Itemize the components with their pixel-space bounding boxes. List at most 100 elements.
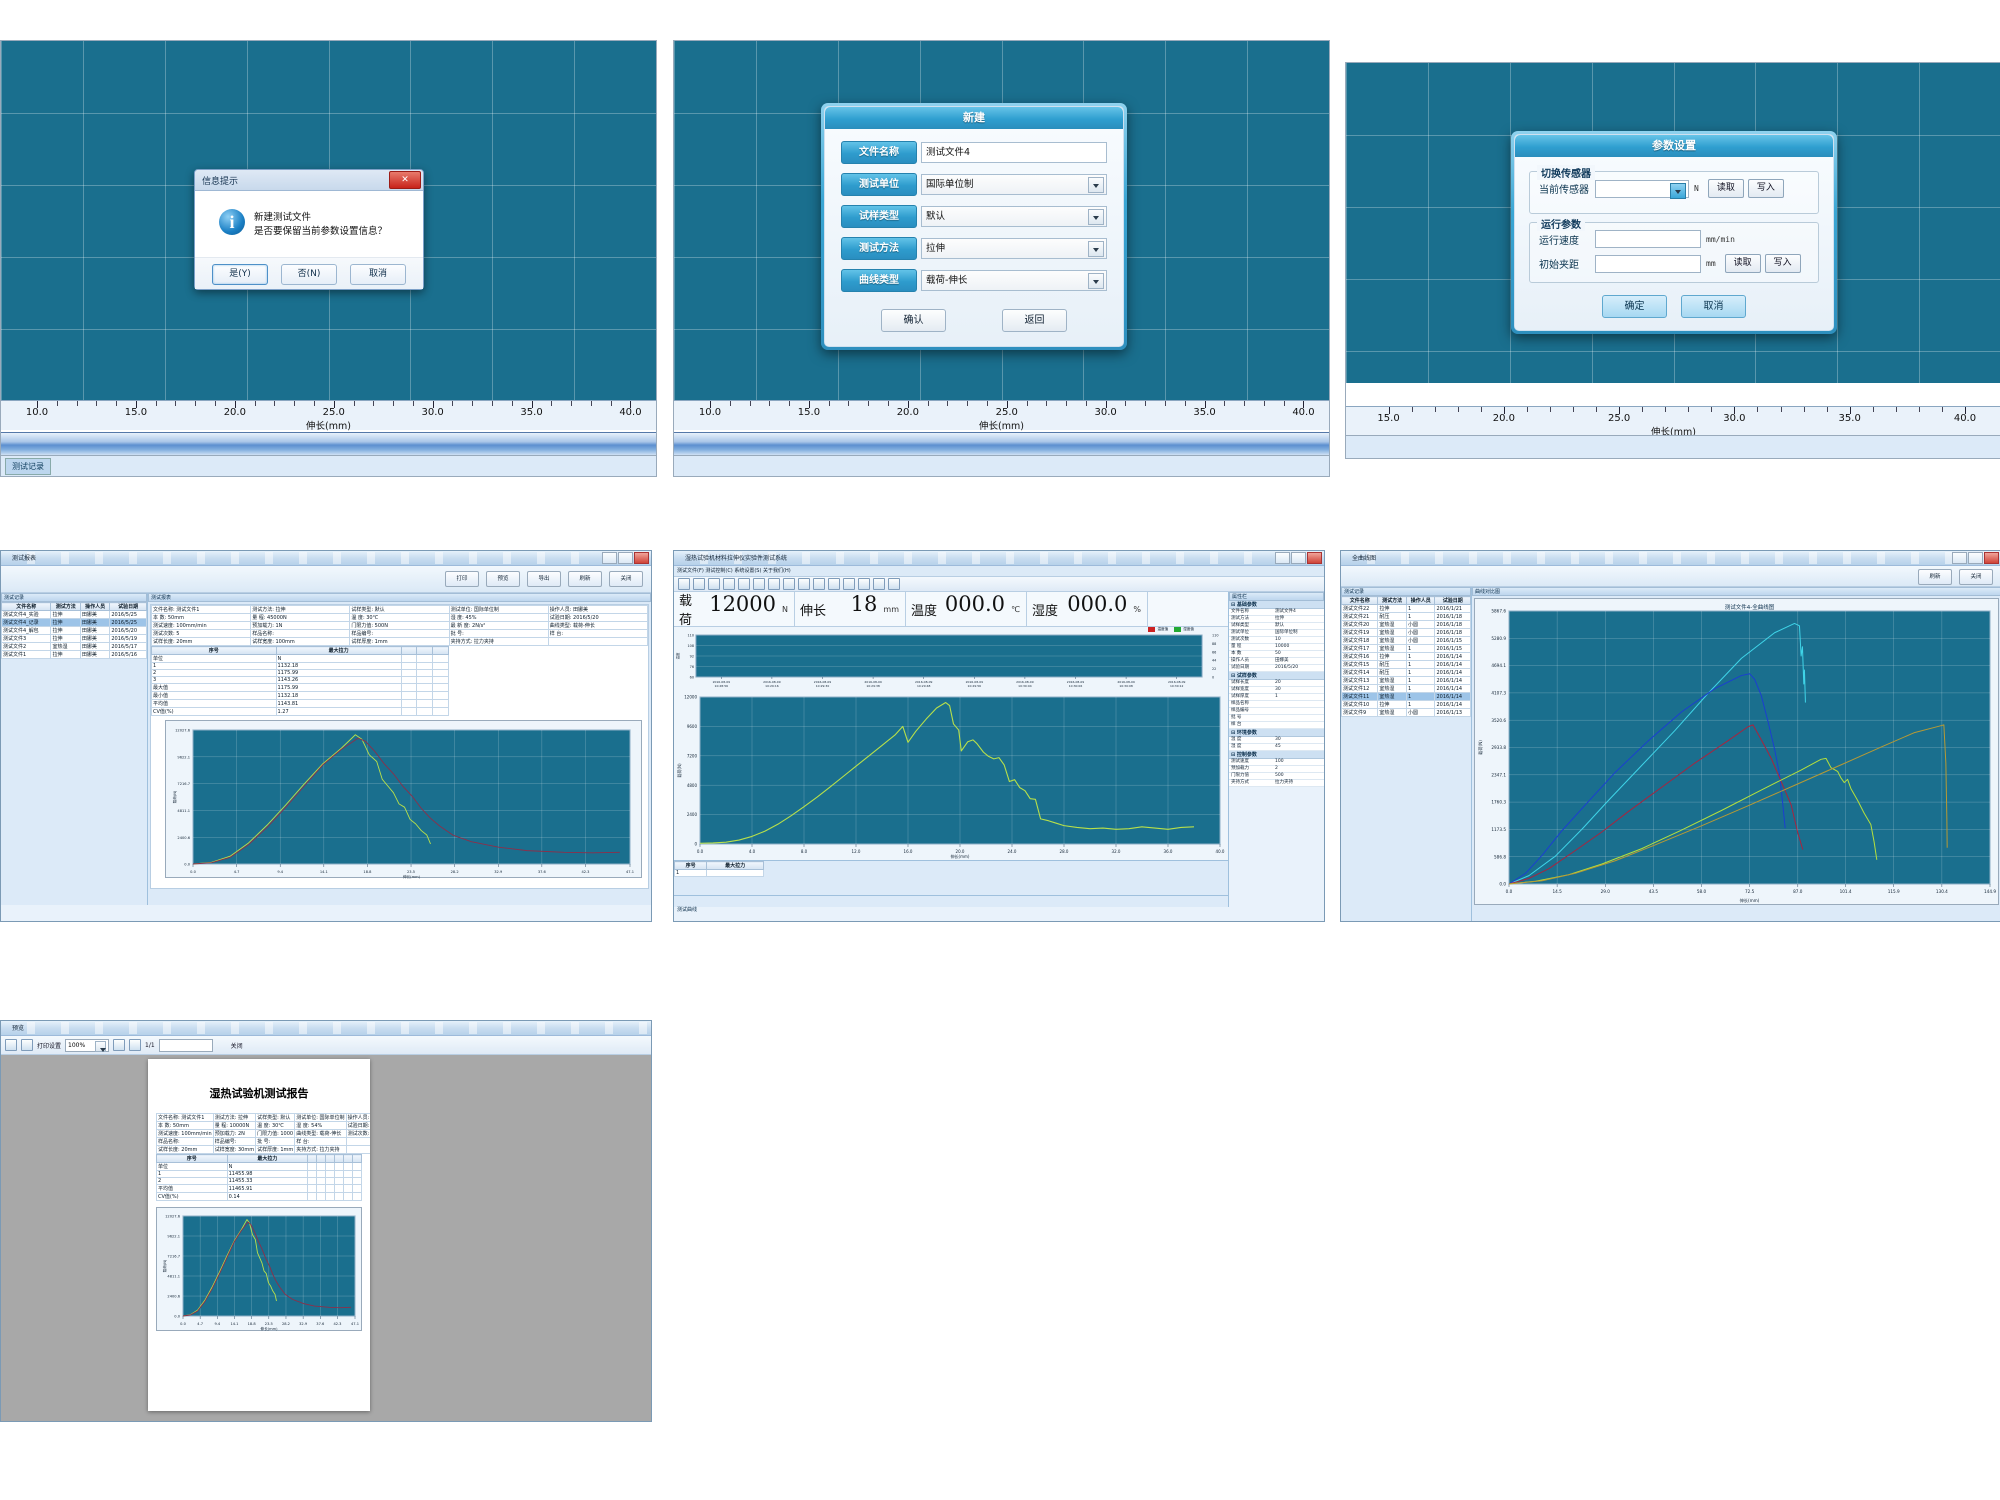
table-row[interactable]: 测试文件15 耐压 1 2016/1/14	[1341, 660, 1471, 669]
table-row[interactable]: 测试文件12 室热湿 1 2016/1/14	[1341, 684, 1471, 693]
gap-read-button[interactable]: 读取	[1724, 254, 1761, 273]
table-row[interactable]: 测试文件17 室热湿 1 2016/1/15	[1341, 644, 1471, 653]
page-input[interactable]	[158, 1038, 213, 1052]
table-row[interactable]: 测试文件16 拉伸 1 2016/1/14	[1341, 652, 1471, 661]
report-icon[interactable]	[738, 578, 750, 590]
close-icon[interactable]	[1984, 552, 1999, 564]
table-row[interactable]: 测试文件20 室热湿 小圆 2016/1/18	[1341, 620, 1471, 629]
toolbar-button[interactable]: 关闭	[1959, 569, 1993, 585]
stats-cell	[416, 669, 434, 677]
test-unit-select[interactable]: 国际单位制	[921, 174, 1107, 195]
chevron-down-icon[interactable]	[1088, 177, 1104, 193]
chevron-down-icon[interactable]	[95, 1040, 107, 1052]
report-field-cell: 量 程: 45000N	[250, 613, 351, 622]
property-value: 田娜美	[1275, 658, 1289, 663]
minimize-icon[interactable]	[602, 552, 617, 564]
printer-icon[interactable]	[5, 1039, 17, 1051]
chevron-down-icon[interactable]	[1088, 209, 1104, 225]
status-tab[interactable]: 测试记录	[5, 458, 51, 475]
table-row[interactable]: 测试文件4_实验 拉伸 田娜美 2016/5/25	[1, 610, 147, 619]
table-row[interactable]: 测试文件21 耐压 1 2016/1/18	[1341, 612, 1471, 621]
play-icon[interactable]	[768, 578, 780, 590]
table-row[interactable]: 测试文件9 室热湿 小圆 2016/1/13	[1341, 708, 1471, 717]
down-icon[interactable]	[813, 578, 825, 590]
pause-icon[interactable]	[828, 578, 840, 590]
stats-row: 2 11455.33	[156, 1177, 362, 1185]
table-row[interactable]: 测试文件4_解包 拉伸 田娜美 2016/5/20	[1, 626, 147, 635]
toolbar-button[interactable]: 刷新	[1918, 569, 1952, 585]
yes-button[interactable]: 是(Y)	[212, 264, 268, 285]
filename-input[interactable]: 测试文件4	[921, 142, 1107, 163]
prev-page-icon[interactable]	[113, 1039, 126, 1051]
table-row[interactable]: 测试文件14 耐压 1 2016/1/14	[1341, 668, 1471, 677]
table-row[interactable]: 测试文件22 拉伸 1 2016/1/21	[1341, 604, 1471, 613]
menubar[interactable]: 测试文件(F) 测试控制(C) 系统设置(S) 关于我们(H)	[674, 566, 1324, 577]
toolbar-button[interactable]: 关闭	[609, 571, 643, 587]
settings-icon[interactable]	[753, 578, 765, 590]
chevron-down-icon[interactable]	[1670, 182, 1686, 199]
record-table[interactable]: 文件名称 测试方法 操作人员 试验日期 测试文件4_实验 拉伸 田娜美 2016/5/25 测试…	[1, 602, 147, 659]
close-icon[interactable]	[1307, 552, 1322, 564]
initial-gap-input[interactable]	[1595, 254, 1701, 273]
sensor-write-button[interactable]: 写入	[1747, 179, 1784, 198]
zoom-select[interactable]: 100%	[65, 1038, 110, 1052]
results-table[interactable]: 序号 最大拉力 1	[674, 861, 764, 877]
save-icon[interactable]	[708, 578, 720, 590]
table-row[interactable]: 测试文件18 室热湿 小圆 2016/1/15	[1341, 636, 1471, 645]
chevron-down-icon[interactable]	[1088, 273, 1104, 289]
minimize-icon[interactable]	[1275, 552, 1290, 564]
sensor-read-button[interactable]: 读取	[1707, 179, 1744, 198]
table-row[interactable]: 测试文件11 室热湿 1 2016/1/14	[1341, 692, 1471, 701]
close-button[interactable]: 关闭	[230, 1042, 243, 1050]
run-speed-input[interactable]	[1595, 230, 1701, 248]
table-row[interactable]: 测试文件10 拉伸 1 2016/1/14	[1341, 700, 1471, 709]
property-group-header[interactable]: ⊟ 基础参数	[1229, 601, 1324, 609]
sample-type-select[interactable]: 默认	[921, 206, 1107, 227]
lock-icon[interactable]	[858, 578, 870, 590]
test-method-select[interactable]: 拉伸	[921, 238, 1107, 259]
cancel-button[interactable]: 取消	[350, 264, 406, 285]
maximize-icon[interactable]	[1968, 552, 1983, 564]
toolbar-button[interactable]: 打印	[445, 571, 479, 587]
table-row[interactable]: 测试文件4_记录 拉伸 田娜美 2016/5/25	[1, 618, 147, 627]
no-button[interactable]: 否(N)	[281, 264, 337, 285]
page-setup-icon[interactable]	[21, 1039, 33, 1051]
property-group-header[interactable]: ⊟ 控制参数	[1229, 751, 1324, 759]
maximize-icon[interactable]	[1291, 552, 1306, 564]
back-button[interactable]: 返回	[1002, 309, 1067, 332]
minimize-icon[interactable]	[1952, 552, 1967, 564]
table-row[interactable]: 测试文件3 拉伸 田娜美 2016/5/19	[1, 634, 147, 643]
undo-icon[interactable]	[843, 578, 855, 590]
toolbar-button[interactable]: 预览	[486, 571, 520, 587]
copy-icon[interactable]	[723, 578, 735, 590]
print-setup-label[interactable]: 打印设置	[37, 1042, 62, 1050]
confirm-button[interactable]: 确认	[881, 309, 946, 332]
new-icon[interactable]	[678, 578, 690, 590]
stop-icon[interactable]	[783, 578, 795, 590]
power-icon[interactable]	[888, 578, 900, 590]
toolbar-button[interactable]: 导出	[527, 571, 561, 587]
table-row[interactable]: 测试文件2 室热湿 田娜美 2016/5/17	[1, 642, 147, 651]
close-icon[interactable]: ✕	[389, 171, 421, 189]
toolbar-button[interactable]: 刷新	[568, 571, 602, 587]
property-group-header[interactable]: ⊟ 试样参数	[1229, 672, 1324, 680]
gap-write-button[interactable]: 写入	[1764, 254, 1801, 273]
cancel-button[interactable]: 取消	[1681, 295, 1746, 318]
status-tab[interactable]: 测试曲线	[677, 907, 698, 913]
up-icon[interactable]	[798, 578, 810, 590]
chevron-down-icon[interactable]	[1088, 241, 1104, 257]
table-row[interactable]: 测试文件1 拉伸 田娜美 2016/5/16	[1, 650, 147, 659]
tare-icon[interactable]	[873, 578, 885, 590]
next-page-icon[interactable]	[129, 1039, 142, 1051]
report-fields-table: 文件名称: 测试文件1 测试方法: 拉伸 试样类型: 默认 测试单位: 国际单位制 操作…	[156, 1113, 370, 1154]
table-row[interactable]: 测试文件19 室热湿 小圆 2016/1/18	[1341, 628, 1471, 637]
record-table[interactable]: 文件名称 测试方法 操作人员 试验日期 测试文件22 拉伸 1 2016/1/21 测试文件21…	[1341, 596, 1471, 717]
close-icon[interactable]	[634, 552, 649, 564]
open-icon[interactable]	[693, 578, 705, 590]
maximize-icon[interactable]	[618, 552, 633, 564]
current-sensor-select[interactable]	[1595, 179, 1689, 199]
curve-type-select[interactable]: 载荷-伸长	[921, 270, 1107, 291]
table-row[interactable]: 测试文件13 室热湿 1 2016/1/14	[1341, 676, 1471, 685]
ok-button[interactable]: 确定	[1602, 295, 1667, 318]
property-group-header[interactable]: ⊟ 环境参数	[1229, 729, 1324, 737]
